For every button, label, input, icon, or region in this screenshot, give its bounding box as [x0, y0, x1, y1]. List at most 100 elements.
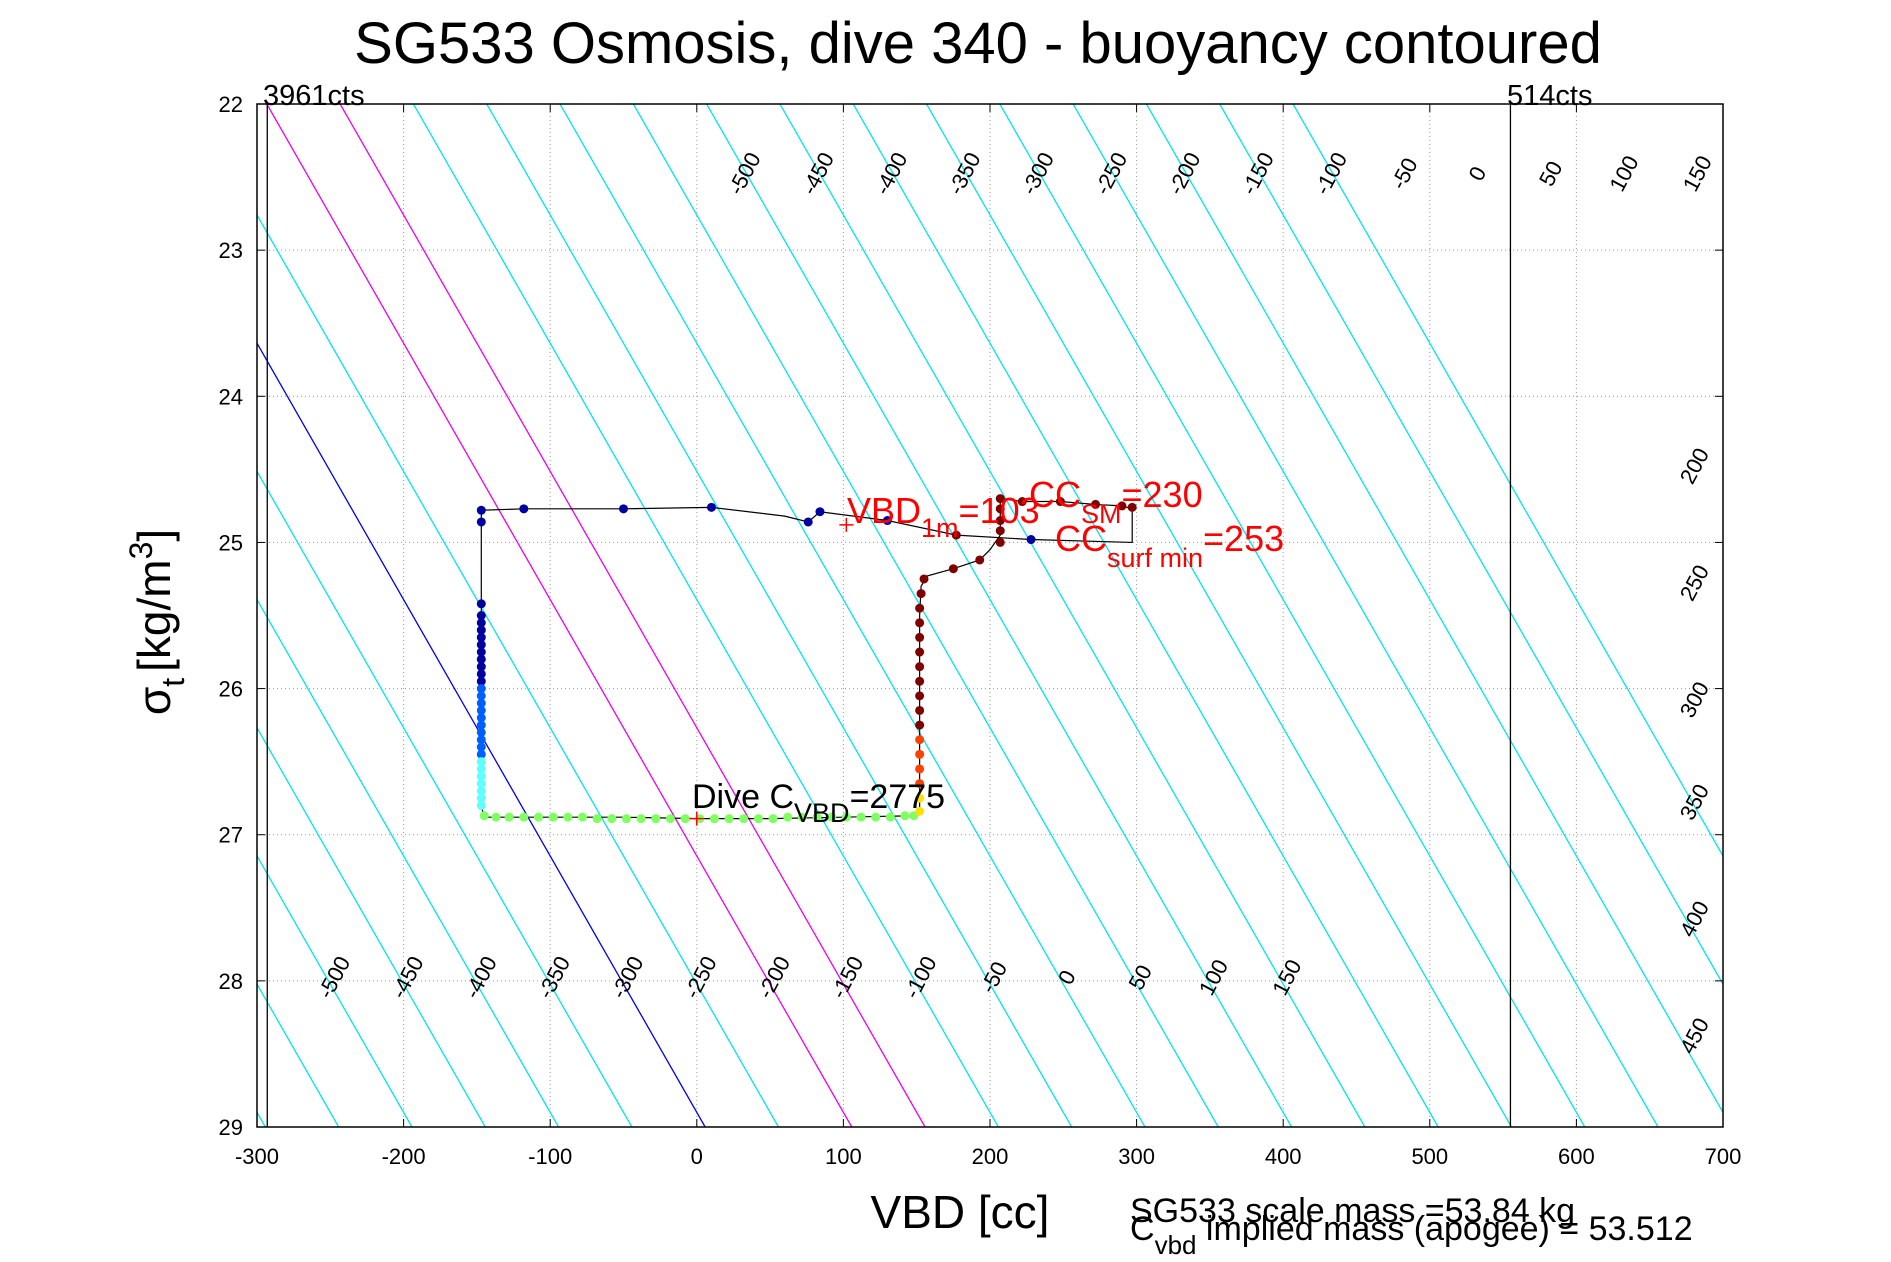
descent-point: [812, 812, 822, 822]
climb-point: [915, 749, 925, 759]
x-tick-label: 0: [691, 1144, 703, 1169]
climb-point: [995, 516, 1005, 526]
scale-mass-text: SG533 scale mass =53.84 kg: [1130, 1192, 1575, 1230]
descent-point: [476, 662, 486, 672]
descent-point: [491, 812, 501, 822]
plus-marker: [839, 517, 854, 532]
contour-line: [257, 854, 413, 1127]
climb-point: [882, 516, 892, 526]
y-tick-label: 25: [219, 530, 243, 555]
contour-line: [559, 104, 1146, 1127]
descent-point: [476, 611, 486, 620]
descent-point: [636, 814, 646, 824]
descent-point: [476, 742, 486, 752]
descent-point: [563, 812, 573, 822]
y-axis-close: ]: [128, 529, 180, 542]
contour-line: [257, 341, 706, 1127]
descent-point: [476, 771, 486, 781]
contour-label: -350: [943, 148, 986, 199]
climb-point: [803, 517, 813, 527]
climb-point: [915, 691, 925, 701]
contour-line: [1145, 104, 1723, 1114]
dive-track: [480, 497, 1133, 820]
descent-point: [476, 705, 486, 715]
x-tick-label: 400: [1265, 1144, 1302, 1169]
climb-point: [915, 632, 925, 642]
dive-value: =2775: [850, 778, 946, 816]
contour-label: -500: [313, 952, 356, 1003]
climb-point: [815, 507, 825, 517]
contour-line: [339, 104, 926, 1127]
y-tick-label: 23: [219, 238, 243, 263]
x-tick-label: 100: [825, 1144, 862, 1169]
contour-line: [257, 213, 780, 1127]
x-tick-label: -100: [528, 1144, 572, 1169]
contour-label: -150: [826, 952, 869, 1003]
contour-label: -50: [975, 957, 1012, 997]
descent-point: [885, 812, 895, 822]
chart-title: SG533 Osmosis, dive 340 - buoyancy conto…: [354, 11, 1602, 76]
descent-point: [476, 793, 486, 803]
descent-point: [476, 713, 486, 723]
ccsurf-sub: surf min: [1107, 543, 1203, 573]
climb-point: [915, 603, 925, 613]
descent-point: [533, 812, 543, 822]
contour-label: 50: [1123, 961, 1157, 994]
climb-point: [619, 504, 628, 514]
contour-label: -250: [679, 952, 722, 1003]
x-axis-ticks: -300 -200 -100 0 100 200 300 400 500 600 700: [235, 104, 1741, 1169]
climb-point: [1017, 497, 1027, 507]
x-tick-label: 300: [1118, 1144, 1155, 1169]
contour-line: [925, 104, 1513, 1127]
descent-point: [476, 698, 486, 708]
contour-line: [852, 104, 1439, 1127]
climb-point: [951, 530, 961, 540]
contour-line: [632, 104, 1219, 1127]
y-axis-ticks: 22 23 24 25 26 27 28 29: [219, 92, 1723, 1140]
climb-point: [915, 676, 925, 686]
vbd-sub: 1m: [921, 513, 959, 543]
descent-point: [476, 749, 486, 759]
ccsurf-label: CC: [1055, 518, 1107, 559]
count-limit-lines: [266, 104, 1512, 1127]
climb-point: [1127, 502, 1137, 512]
vbd-value: =103: [959, 490, 1040, 531]
svg-text:VBD1m=103: VBD1m=103: [847, 490, 1040, 543]
contour-line: [257, 598, 560, 1127]
descent-point: [504, 812, 514, 822]
plus-marker: [689, 811, 704, 826]
climb-point: [915, 720, 925, 730]
climb-point: [975, 555, 985, 565]
contour-label: 250: [1675, 561, 1714, 605]
cc-sub: SM: [1081, 499, 1122, 529]
descent-point: [871, 812, 881, 822]
descent-point: [476, 625, 486, 635]
descent-point: [548, 812, 558, 822]
corner-label-left: 3961cts: [263, 80, 365, 112]
contour-label: 0: [1053, 966, 1081, 989]
svg-text:CCsurf min=253: CCsurf min=253: [1055, 518, 1284, 573]
vbd-label: VBD: [847, 490, 921, 531]
descent-point: [476, 676, 486, 686]
y-axis-sub: t: [155, 678, 191, 687]
descent-point: [479, 811, 489, 821]
climb-point: [1091, 499, 1101, 509]
descent-point: [476, 640, 486, 650]
corner-label-right: 514cts: [1507, 80, 1592, 112]
climb-point: [915, 779, 925, 789]
contour-label: -350: [532, 952, 575, 1003]
y-axis-units: [kg/m: [128, 559, 180, 671]
climb-point: [915, 705, 925, 715]
descent-point: [476, 757, 486, 767]
svg-text:Dive CVBD=2775: Dive CVBD=2775: [692, 778, 945, 828]
x-tick-label: 200: [972, 1144, 1009, 1169]
contour-labels: -500 -450 -400 -350 -300 -250 -200 -150 -100 -50 0…: [313, 148, 1717, 1058]
descent-point: [665, 814, 675, 824]
x-tick-label: 500: [1411, 1144, 1448, 1169]
descent-point: [724, 814, 734, 824]
contour-label: -300: [606, 952, 649, 1003]
contour-label: -150: [1236, 148, 1279, 199]
cc-label: CC: [1029, 474, 1081, 515]
descent-point: [592, 814, 602, 824]
x-tick-label: 700: [1705, 1144, 1742, 1169]
